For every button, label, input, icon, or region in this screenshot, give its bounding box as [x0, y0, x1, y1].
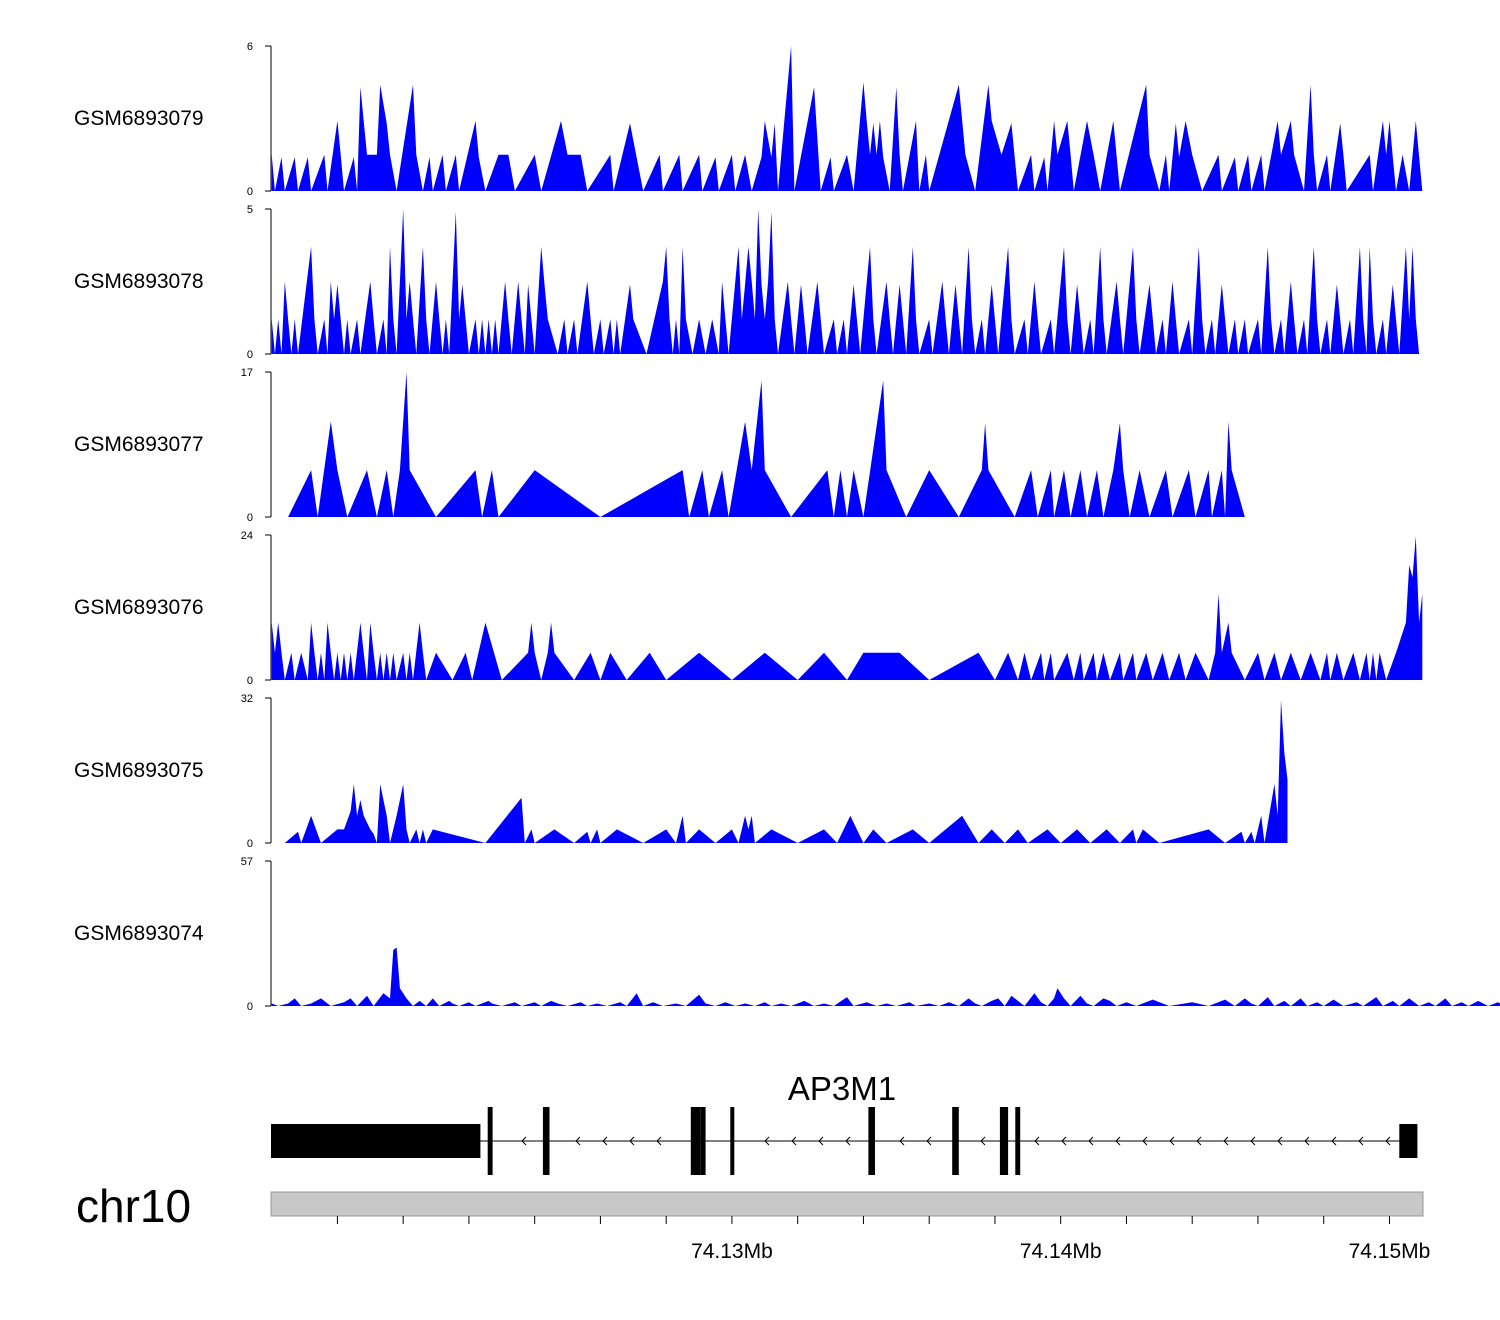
track-y-min-label: 0	[247, 1001, 253, 1013]
track-y-min-label: 0	[247, 838, 253, 850]
gene-label: AP3M1	[788, 1070, 896, 1107]
track-y-max-label: 6	[247, 41, 253, 53]
exon	[952, 1107, 959, 1175]
strand-chevron	[575, 1136, 581, 1146]
exon	[542, 1107, 550, 1175]
track-label: GSM6893078	[74, 270, 204, 293]
strand-chevron	[1250, 1136, 1256, 1146]
strand-chevron	[1196, 1136, 1202, 1146]
track-y-max-label: 5	[247, 204, 253, 216]
track-GSM6893075: GSM6893075 32 0	[74, 693, 1288, 850]
track-y-min-label: 0	[247, 512, 253, 524]
coverage-area	[271, 947, 1500, 1006]
strand-chevron	[845, 1136, 851, 1146]
strand-chevron	[629, 1136, 635, 1146]
track-label: GSM6893079	[74, 107, 204, 130]
chromosome-label: chr10	[76, 1180, 191, 1232]
track-GSM6893076: GSM6893076 24 0	[74, 530, 1423, 687]
coverage-area	[271, 536, 1423, 680]
track-GSM6893078: GSM6893078 5 0	[74, 204, 1420, 361]
chromosome-ideogram	[270, 1191, 1424, 1217]
strand-chevron	[1304, 1136, 1310, 1146]
strand-chevron	[1277, 1136, 1283, 1146]
strand-chevron	[818, 1136, 824, 1146]
track-y-max-label: 57	[241, 856, 253, 868]
strand-chevron	[764, 1136, 770, 1146]
strand-chevron	[1223, 1136, 1229, 1146]
tick-label: 74.15Mb	[1349, 1240, 1431, 1263]
coverage-area	[284, 700, 1288, 843]
track-GSM6893079: GSM6893079 6 0	[74, 41, 1423, 198]
track-label: GSM6893075	[74, 759, 204, 782]
coverage-area	[288, 372, 1245, 517]
strand-chevron	[1034, 1136, 1040, 1146]
track-label: GSM6893076	[74, 596, 204, 619]
strand-chevron	[926, 1136, 932, 1146]
coverage-area	[271, 46, 1423, 191]
strand-chevron	[1385, 1136, 1391, 1146]
exon	[700, 1107, 706, 1175]
exon	[999, 1107, 1009, 1175]
genome-axis: chr10 74.13Mb 74.14Mb 74.15Mb	[76, 1180, 1430, 1263]
gene-model: AP3M1	[271, 1070, 1418, 1175]
strand-chevron	[1358, 1136, 1364, 1146]
coverage-area	[271, 209, 1420, 354]
strand-chevron	[1169, 1136, 1175, 1146]
track-y-min-label: 0	[247, 349, 253, 361]
tick-label: 74.13Mb	[691, 1240, 773, 1263]
track-y-max-label: 32	[241, 693, 253, 705]
strand-chevron	[602, 1136, 608, 1146]
strand-chevron	[1142, 1136, 1148, 1146]
track-GSM6893077: GSM6893077 17 0	[74, 367, 1245, 524]
strand-chevron	[899, 1136, 905, 1146]
exon	[1015, 1107, 1021, 1175]
strand-chevron	[1115, 1136, 1121, 1146]
strand-chevron	[1061, 1136, 1067, 1146]
strand-chevron	[1331, 1136, 1337, 1146]
strand-chevron	[656, 1136, 662, 1146]
tick-label: 74.14Mb	[1020, 1240, 1102, 1263]
strand-chevron	[980, 1136, 986, 1146]
strand-chevron	[521, 1136, 527, 1146]
exon	[730, 1107, 735, 1175]
exon	[868, 1107, 875, 1175]
exon	[1399, 1124, 1418, 1158]
track-GSM6893074: GSM6893074 57 0	[74, 856, 1500, 1013]
coverage-tracks: GSM689307960GSM689307850GSM6893077170GSM…	[74, 41, 1500, 1013]
strand-chevron	[791, 1136, 797, 1146]
track-label: GSM6893074	[74, 922, 204, 945]
track-y-max-label: 17	[241, 367, 253, 379]
track-y-min-label: 0	[247, 186, 253, 198]
track-y-min-label: 0	[247, 675, 253, 687]
exon	[690, 1107, 701, 1175]
strand-chevron	[1088, 1136, 1094, 1146]
track-label: GSM6893077	[74, 433, 204, 456]
exon	[487, 1107, 493, 1175]
exon	[271, 1124, 481, 1158]
track-y-max-label: 24	[241, 530, 253, 542]
